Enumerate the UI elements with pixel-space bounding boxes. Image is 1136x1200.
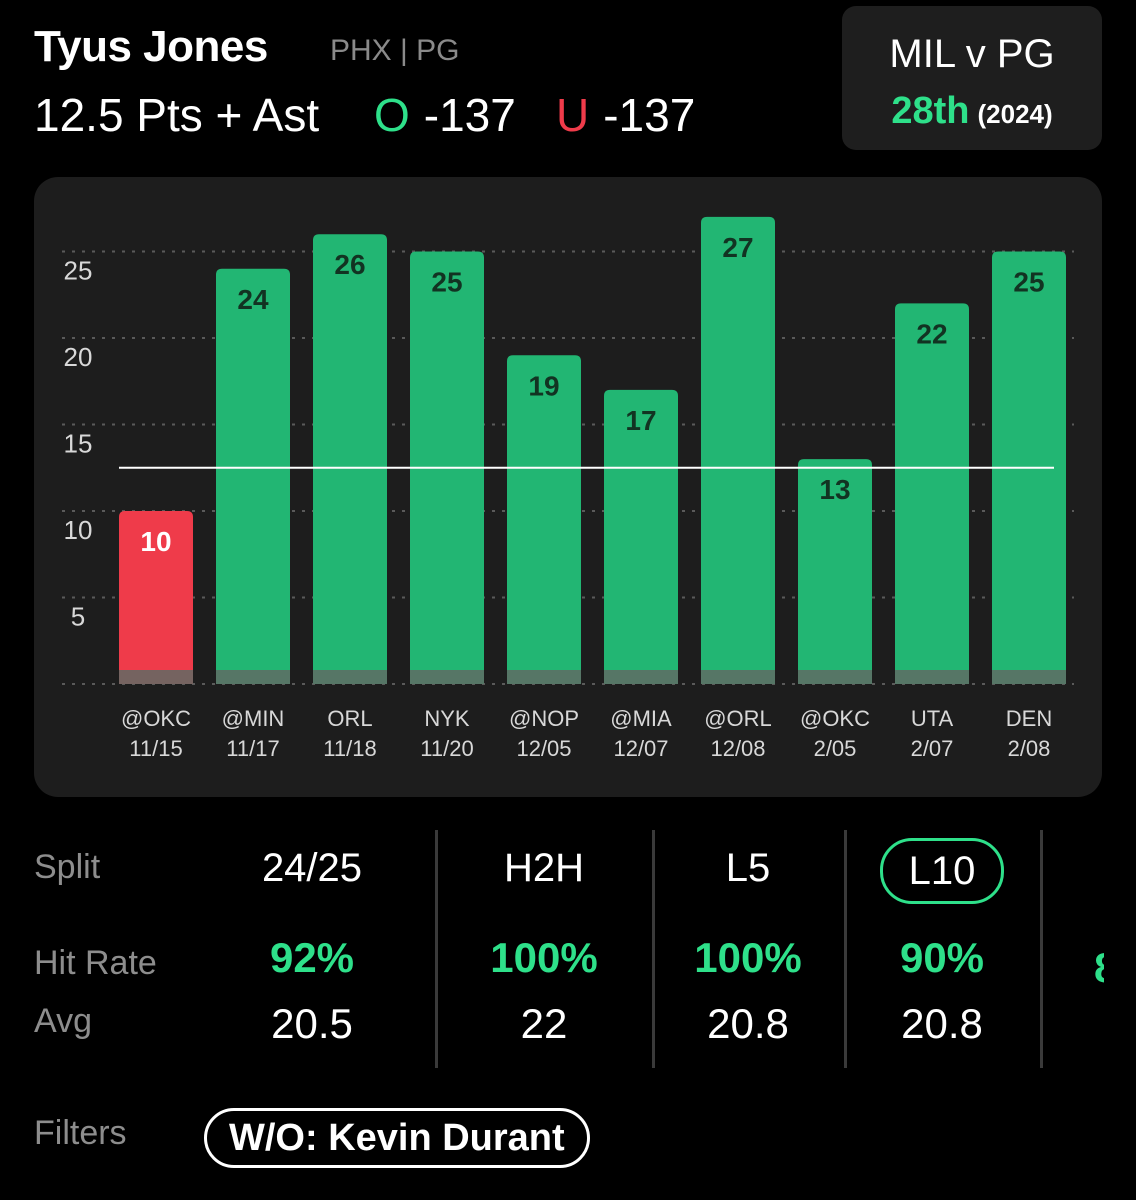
chart-svg: 5 10 15 20 25 10 @OKC 11/15 24 @MIN 11/17 26 ORL 11/1… bbox=[62, 216, 1074, 761]
bar-value-label: 26 bbox=[334, 249, 365, 280]
y-tick-label: 10 bbox=[64, 515, 93, 545]
bar-base bbox=[216, 670, 290, 684]
x-tick-opponent: @MIN bbox=[222, 706, 285, 731]
bar bbox=[798, 459, 872, 684]
x-tick-opponent: ORL bbox=[327, 706, 372, 731]
bar-value-label: 19 bbox=[528, 370, 559, 401]
split-col-hit: 90% bbox=[899, 934, 985, 981]
avg-label: Avg bbox=[34, 1002, 92, 1040]
divider bbox=[652, 830, 655, 1068]
bar-base bbox=[410, 670, 484, 684]
x-tick-opponent: @OKC bbox=[121, 706, 191, 731]
filters-label: Filters bbox=[34, 1114, 127, 1152]
player-name: Tyus Jones bbox=[34, 22, 268, 71]
x-tick-opponent: NYK bbox=[424, 706, 470, 731]
x-tick-date: 11/17 bbox=[226, 736, 279, 761]
divider bbox=[844, 830, 847, 1068]
bar bbox=[895, 303, 969, 684]
split-col-avg: 22 bbox=[520, 1000, 568, 1047]
matchup-rank-value: 28th bbox=[891, 90, 970, 132]
hit-rate-label: Hit Rate bbox=[34, 944, 157, 982]
split-col-l10[interactable]: L10 90% 20.8 bbox=[852, 838, 1032, 1048]
x-tick-opponent: @MIA bbox=[610, 706, 672, 731]
matchup-title: MIL v PG bbox=[889, 32, 1055, 76]
split-col-season[interactable]: 24/25 92% 20.5 bbox=[222, 838, 402, 1048]
under-odds[interactable]: U -137 bbox=[556, 88, 695, 142]
x-tick-date: 12/07 bbox=[613, 736, 668, 761]
split-col-partial-hit: 8 bbox=[1094, 944, 1104, 992]
x-tick-opponent: @ORL bbox=[704, 706, 772, 731]
y-tick-label: 5 bbox=[71, 602, 85, 632]
divider bbox=[1040, 830, 1043, 1068]
bar-base bbox=[119, 670, 193, 684]
bar bbox=[701, 216, 775, 684]
bar-base bbox=[992, 670, 1066, 684]
x-tick-date: 2/08 bbox=[1008, 736, 1051, 761]
split-col-name-active: L10 bbox=[879, 838, 1005, 904]
x-tick-date: 2/05 bbox=[814, 736, 857, 761]
bar-value-label: 10 bbox=[140, 526, 171, 557]
bar-base bbox=[604, 670, 678, 684]
game-log-chart: 5 10 15 20 25 10 @OKC 11/15 24 @MIN 11/17 26 ORL 11/1… bbox=[34, 177, 1102, 797]
bar-base bbox=[507, 670, 581, 684]
matchup-year: (2024) bbox=[977, 99, 1053, 129]
split-col-avg: 20.5 bbox=[271, 1000, 353, 1047]
bar bbox=[507, 355, 581, 684]
x-tick-opponent: DEN bbox=[1006, 706, 1052, 731]
split-col-name: H2H bbox=[503, 846, 585, 890]
split-col-hit: 92% bbox=[269, 934, 355, 981]
bar-base bbox=[798, 670, 872, 684]
under-letter: U bbox=[556, 89, 590, 141]
over-odds-value: -137 bbox=[423, 89, 516, 141]
x-tick-date: 2/07 bbox=[911, 736, 954, 761]
split-col-avg: 20.8 bbox=[901, 1000, 983, 1047]
x-tick-opponent: @NOP bbox=[509, 706, 579, 731]
team-position: PHX | PG bbox=[330, 34, 460, 67]
under-odds-value: -137 bbox=[603, 89, 696, 141]
bar bbox=[313, 234, 387, 684]
bar-value-label: 17 bbox=[625, 405, 656, 436]
bar-base bbox=[701, 670, 775, 684]
splits-table: Split Hit Rate Avg 24/25 92% 20.5 H2H 10… bbox=[34, 830, 1104, 1070]
y-tick-label: 20 bbox=[64, 342, 93, 372]
bar-base bbox=[895, 670, 969, 684]
split-col-l5[interactable]: L5 100% 20.8 bbox=[658, 838, 838, 1048]
bar-value-label: 22 bbox=[916, 318, 947, 349]
bar-value-label: 25 bbox=[1013, 267, 1044, 298]
x-tick-opponent: @OKC bbox=[800, 706, 870, 731]
split-col-name: L5 bbox=[725, 846, 771, 890]
y-tick-label: 25 bbox=[64, 256, 93, 286]
over-odds[interactable]: O -137 bbox=[374, 88, 516, 142]
bar-value-label: 24 bbox=[237, 284, 269, 315]
split-col-avg: 20.8 bbox=[707, 1000, 789, 1047]
prop-line: 12.5 Pts + Ast bbox=[34, 89, 320, 141]
bar-base bbox=[313, 670, 387, 684]
filter-chip-without-durant[interactable]: W/O: Kevin Durant bbox=[204, 1108, 590, 1168]
bar-value-label: 13 bbox=[819, 474, 850, 505]
over-letter: O bbox=[374, 89, 410, 141]
bar-value-label: 25 bbox=[431, 267, 462, 298]
divider bbox=[435, 830, 438, 1068]
bar bbox=[216, 268, 290, 684]
x-tick-date: 11/18 bbox=[323, 736, 376, 761]
matchup-rank: 28th (2024) bbox=[842, 90, 1102, 133]
bar bbox=[604, 389, 678, 684]
x-tick-date: 11/15 bbox=[129, 736, 182, 761]
bar-value-label: 27 bbox=[722, 232, 753, 263]
x-tick-date: 12/05 bbox=[516, 736, 571, 761]
y-tick-label: 15 bbox=[64, 429, 93, 459]
x-tick-date: 11/20 bbox=[420, 736, 473, 761]
split-col-name: 24/25 bbox=[261, 846, 363, 890]
matchup-card[interactable]: MIL v PG 28th (2024) bbox=[842, 6, 1102, 150]
x-tick-date: 12/08 bbox=[710, 736, 765, 761]
split-label: Split bbox=[34, 848, 101, 886]
split-col-hit: 100% bbox=[490, 934, 598, 981]
split-col-hit: 100% bbox=[694, 934, 802, 981]
x-tick-opponent: UTA bbox=[911, 706, 954, 731]
bar bbox=[119, 511, 193, 684]
split-col-h2h[interactable]: H2H 100% 22 bbox=[454, 838, 634, 1048]
